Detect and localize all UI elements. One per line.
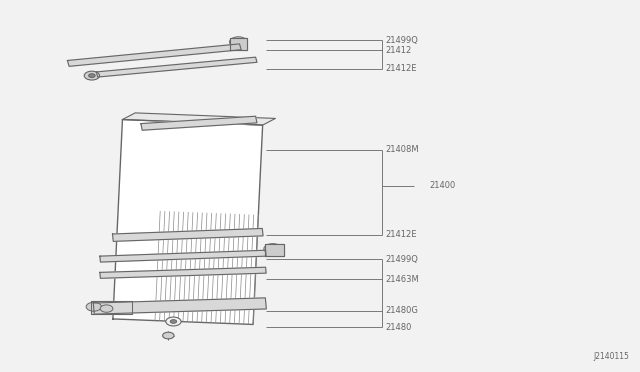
Polygon shape — [264, 244, 284, 256]
Text: 21463M: 21463M — [385, 275, 419, 283]
Circle shape — [163, 332, 174, 339]
Text: 21480: 21480 — [385, 323, 412, 331]
Circle shape — [269, 247, 276, 251]
Circle shape — [166, 317, 181, 326]
Polygon shape — [93, 298, 266, 314]
Polygon shape — [230, 38, 246, 51]
Text: J2140115: J2140115 — [593, 352, 629, 361]
Text: 21412E: 21412E — [385, 64, 417, 73]
Polygon shape — [113, 228, 263, 241]
Text: 21499Q: 21499Q — [385, 254, 418, 264]
Polygon shape — [100, 250, 266, 262]
Circle shape — [264, 244, 282, 254]
Text: 21412E: 21412E — [385, 230, 417, 239]
Circle shape — [100, 305, 113, 312]
Circle shape — [86, 302, 101, 311]
Circle shape — [234, 39, 243, 45]
Text: 21499Q: 21499Q — [385, 36, 418, 45]
Circle shape — [170, 320, 177, 323]
Polygon shape — [91, 301, 132, 314]
Circle shape — [230, 37, 247, 47]
Text: 21400: 21400 — [429, 182, 456, 190]
Polygon shape — [96, 57, 257, 77]
Polygon shape — [100, 267, 266, 278]
Circle shape — [89, 74, 95, 77]
Polygon shape — [141, 116, 257, 130]
Text: 21412: 21412 — [385, 46, 412, 55]
Circle shape — [84, 71, 100, 80]
Text: 21408M: 21408M — [385, 145, 419, 154]
Text: 21480G: 21480G — [385, 306, 418, 315]
Polygon shape — [67, 44, 241, 66]
Polygon shape — [122, 113, 275, 125]
Polygon shape — [113, 119, 262, 324]
